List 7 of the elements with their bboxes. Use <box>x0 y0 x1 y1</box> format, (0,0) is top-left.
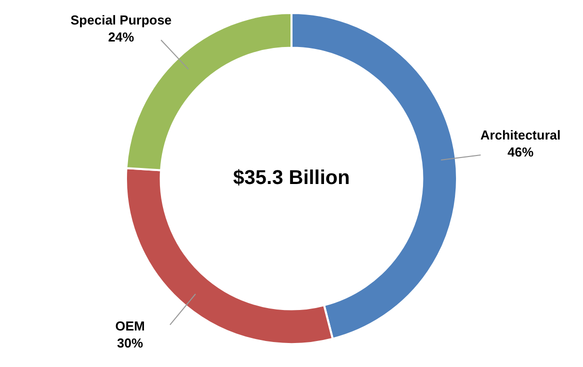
data-label: 30% <box>117 335 144 350</box>
slice-label: OEM <box>115 318 145 334</box>
text: $35.3 Billion <box>233 167 350 190</box>
data-label: 46% <box>507 144 534 160</box>
slice-label: Special Purpose <box>70 12 172 28</box>
data-label: 24% <box>108 30 135 45</box>
slice-label: Architectural <box>480 128 561 143</box>
